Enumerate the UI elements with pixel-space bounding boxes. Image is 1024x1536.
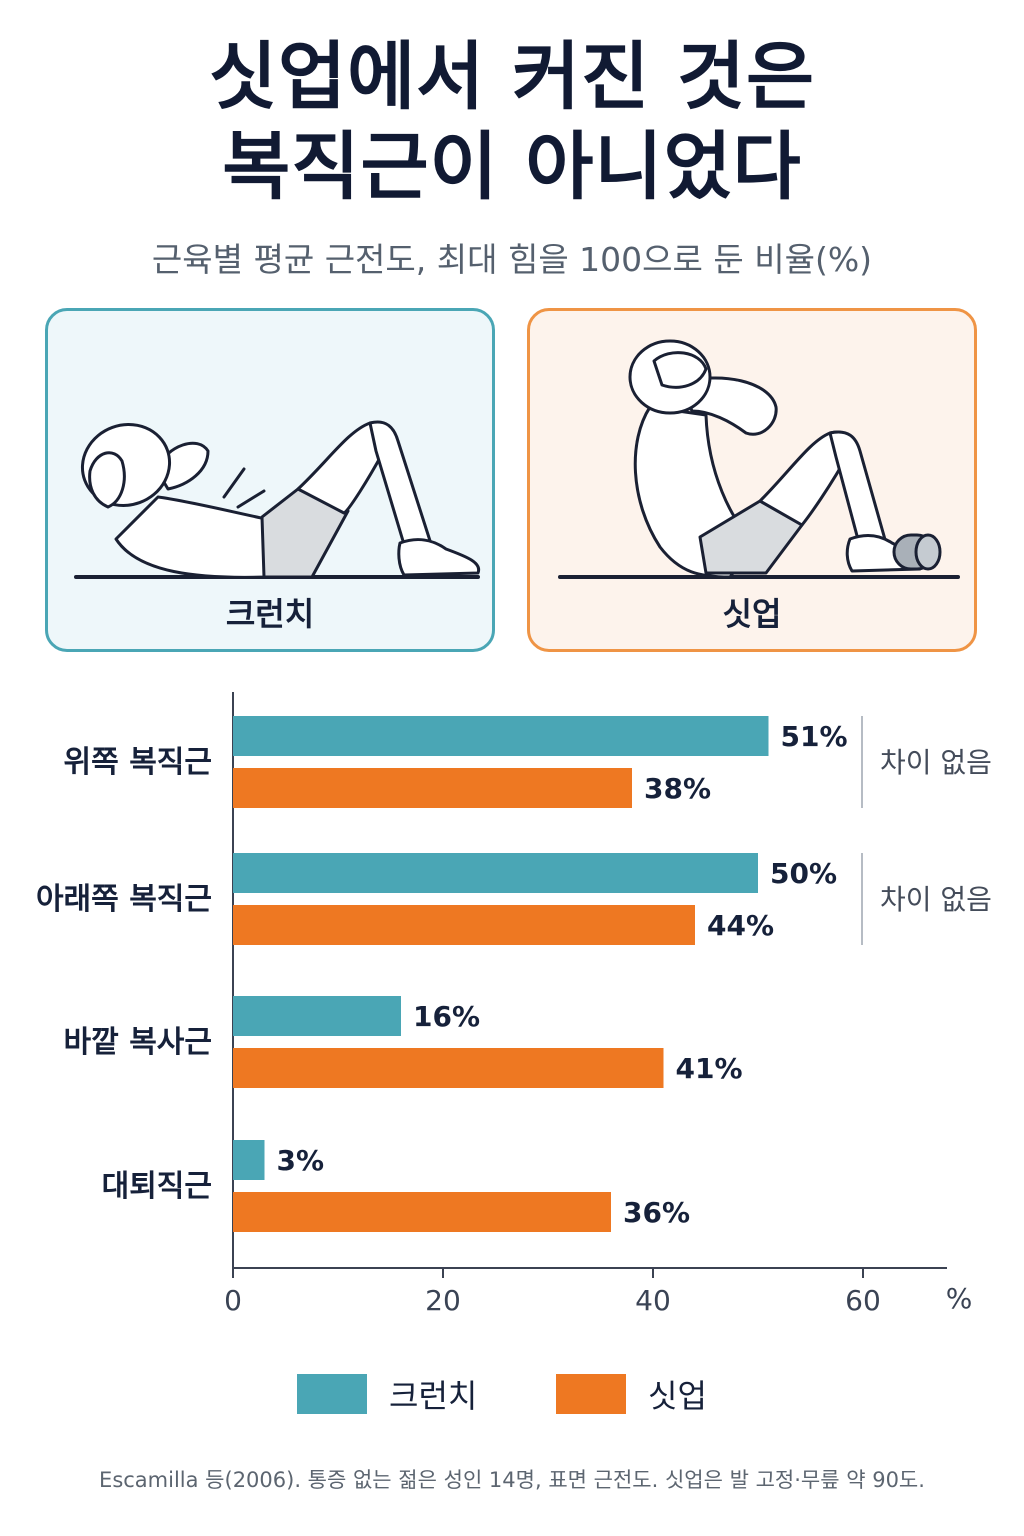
legend-label-situp: 싯업 <box>648 1377 707 1415</box>
data-label: 51% <box>781 720 848 753</box>
chart-subtitle: 근육별 평균 근전도, 최대 힘을 100으로 둔 비율(%) <box>151 240 873 279</box>
crunch-illustration-icon <box>74 420 481 579</box>
category-label: 위쪽 복직근 <box>64 745 212 780</box>
bar-crunch <box>233 996 401 1036</box>
title-line-1: 싯업에서 커진 것은 <box>208 34 816 120</box>
situp-label: 싯업 <box>722 595 782 633</box>
situp-illustration-icon <box>558 339 960 579</box>
x-axis-unit: % <box>946 1282 973 1315</box>
data-label: 50% <box>770 857 837 890</box>
data-label: 44% <box>707 909 774 942</box>
x-tick-label: 60 <box>845 1284 881 1317</box>
chart-title: 싯업에서 커진 것은 복직근이 아니었다 <box>0 32 1024 212</box>
crunch-label: 크런치 <box>225 595 315 633</box>
legend-item-situp: 싯업 <box>556 1372 707 1416</box>
chart-legend: 크런치 싯업 <box>0 1372 1024 1416</box>
category-label: 바깥 복사근 <box>64 1025 212 1060</box>
x-tick-label: 0 <box>224 1284 242 1317</box>
bar-crunch <box>233 1140 265 1180</box>
category-label: 아래쪽 복직근 <box>36 882 212 917</box>
annotation-label: 차이 없음 <box>880 746 992 779</box>
crunch-panel: 크런치 <box>45 308 495 652</box>
data-label: 38% <box>644 772 711 805</box>
category-label: 대퇴직근 <box>102 1169 212 1204</box>
legend-label-crunch: 크런치 <box>389 1377 478 1415</box>
situp-panel: 싯업 <box>527 308 977 652</box>
x-tick-label: 20 <box>425 1284 461 1317</box>
emg-bar-chart: 0 20 40 60 % 위쪽 복직근 51% 38% 아래쪽 복직근 50% 44% 바깥 복사근 1… <box>36 692 992 1317</box>
legend-item-crunch: 크런치 <box>297 1372 477 1416</box>
data-label: 41% <box>676 1052 743 1085</box>
data-label: 3% <box>277 1144 325 1177</box>
source-footnote: Escamilla 등(2006). 통증 없는 젊은 성인 14명, 표면 근… <box>99 1468 925 1492</box>
bar-situp <box>233 905 695 945</box>
bar-situp <box>233 1048 664 1088</box>
bar-situp <box>233 1192 611 1232</box>
bar-situp <box>233 768 632 808</box>
annotation-label: 차이 없음 <box>880 883 992 916</box>
data-label: 16% <box>413 1000 480 1033</box>
legend-swatch-situp <box>556 1374 626 1414</box>
title-line-2: 복직근이 아니었다 <box>222 124 802 210</box>
bar-crunch <box>233 853 758 893</box>
bar-crunch <box>233 716 769 756</box>
x-tick-label: 40 <box>635 1284 671 1317</box>
data-label: 36% <box>623 1196 690 1229</box>
legend-swatch-crunch <box>297 1374 367 1414</box>
